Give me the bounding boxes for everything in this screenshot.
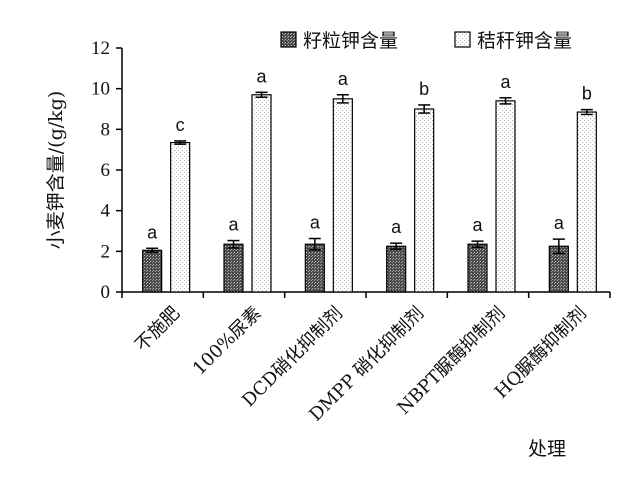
bar-grain — [223, 243, 244, 293]
y-tick-label: 0 — [101, 282, 111, 303]
category-label: 不施肥 — [131, 303, 184, 356]
y-tick-label: 2 — [101, 241, 111, 262]
significance-label: a — [391, 217, 402, 237]
bar-grain — [386, 245, 407, 293]
bar-straw — [576, 111, 597, 293]
y-tick-label: 8 — [101, 119, 111, 140]
significance-label: c — [176, 115, 185, 135]
legend-label: 秸秆钾含量 — [477, 30, 572, 52]
significance-label: a — [554, 213, 565, 233]
legend: 籽粒钾含量 秸秆钾含量 — [280, 30, 572, 52]
bar-straw — [495, 100, 516, 293]
y-tick-label: 12 — [91, 38, 110, 59]
bar-grain — [304, 243, 325, 293]
legend-label: 籽粒钾含量 — [303, 30, 398, 52]
x-axis-title: 处理 — [528, 438, 566, 460]
y-axis-title: 小麦钾含量/(g/kg) — [45, 91, 67, 249]
category-label: 100%尿素 — [189, 303, 266, 380]
bar-grain — [467, 243, 488, 293]
significance-label: a — [228, 215, 239, 235]
significance-label: a — [310, 213, 321, 233]
significance-label: a — [472, 215, 483, 235]
y-tick-label: 6 — [101, 160, 111, 181]
significance-label: a — [500, 72, 511, 92]
legend-swatch-grain — [280, 31, 297, 48]
y-tick-label: 10 — [91, 79, 110, 100]
significance-label: b — [582, 84, 592, 104]
bar-straw — [170, 141, 191, 293]
bar-straw — [414, 108, 435, 293]
bar-straw — [251, 94, 272, 293]
significance-label: a — [256, 66, 267, 86]
bar-straw — [332, 98, 353, 293]
legend-swatch-straw — [454, 31, 471, 48]
y-tick-label: 4 — [101, 201, 111, 222]
bar-grain — [142, 249, 163, 293]
significance-label: b — [419, 79, 429, 99]
significance-label: a — [147, 222, 158, 242]
significance-label: a — [338, 69, 349, 89]
